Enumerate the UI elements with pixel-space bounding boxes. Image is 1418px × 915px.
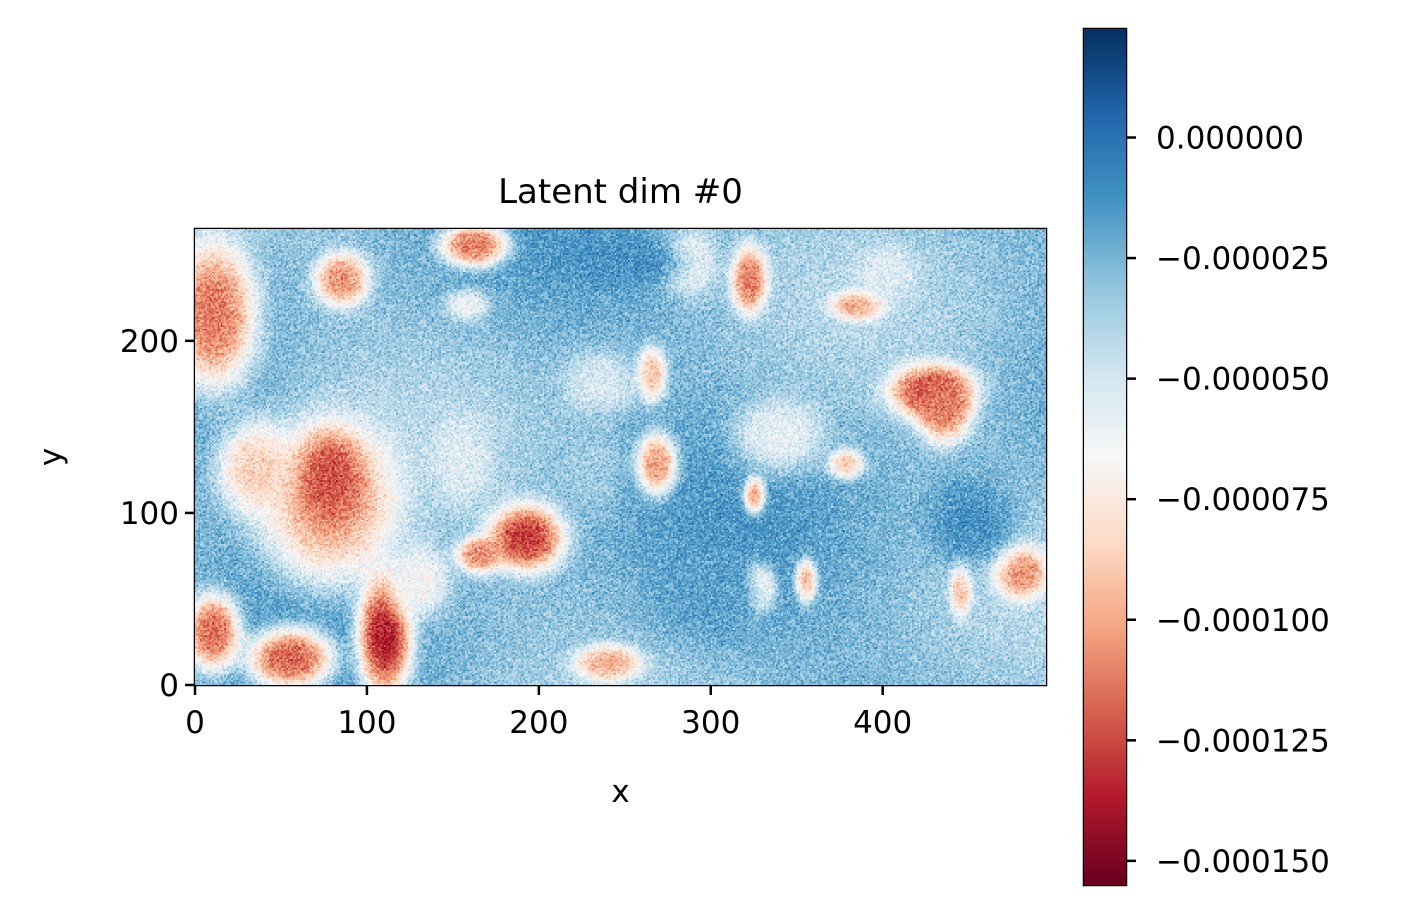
colorbar-tick-label: 0.000000 (1156, 121, 1304, 157)
x-axis-label: x (611, 774, 629, 810)
colorbar-tick-label: −0.000100 (1156, 603, 1330, 639)
y-tick-label: 0 (159, 668, 179, 704)
x-tick-label: 100 (337, 705, 396, 741)
colorbar-tick-label: −0.000125 (1156, 723, 1330, 759)
y-tick-label: 200 (120, 324, 179, 360)
chart-title: Latent dim #0 (498, 172, 743, 212)
x-tick-label: 0 (185, 705, 205, 741)
y-tick-label: 100 (120, 496, 179, 532)
x-tick-group: 0 100 200 300 400 (185, 685, 912, 741)
x-tick-label: 200 (509, 705, 568, 741)
colorbar-tick-group: 0.000000 −0.000025 −0.000050 −0.000075 −0.00… (1126, 121, 1330, 880)
x-tick-label: 400 (853, 705, 912, 741)
y-axis-label: y (33, 448, 69, 466)
colorbar-tick-label: −0.000050 (1156, 362, 1330, 398)
heatmap-image (195, 229, 1046, 685)
x-tick-label: 300 (681, 705, 740, 741)
colorbar-tick-label: −0.000025 (1156, 241, 1330, 277)
colorbar-tick-label: −0.000075 (1156, 482, 1330, 518)
colorbar-tick-label: −0.000150 (1156, 844, 1330, 880)
colorbar-gradient (1084, 29, 1126, 885)
y-tick-group: 0 100 200 (120, 324, 195, 704)
